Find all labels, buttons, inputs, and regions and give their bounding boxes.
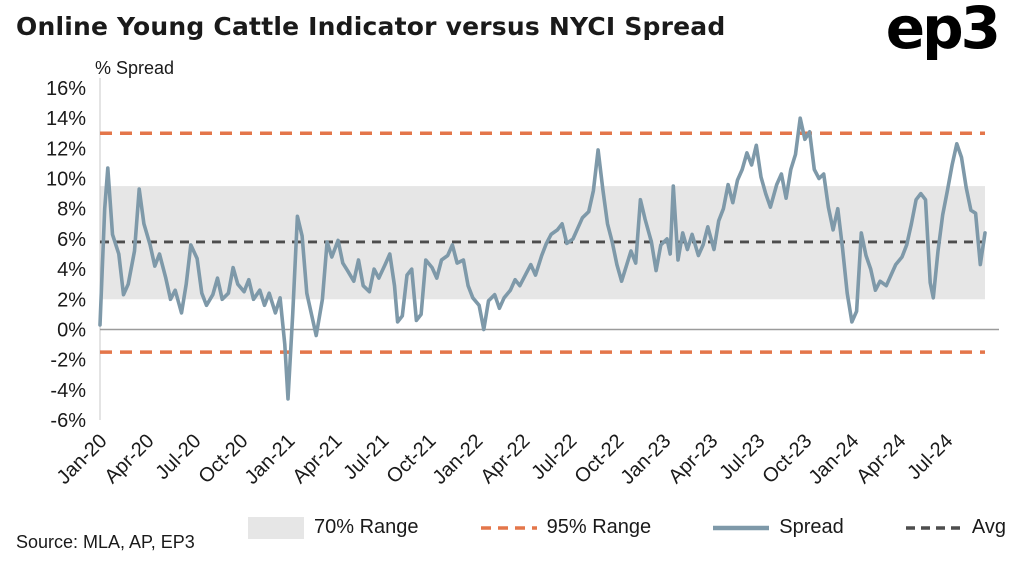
x-tick-label: Jan-24 [805, 430, 864, 489]
legend-label-avg: Avg [971, 516, 1006, 538]
95-range-swatch [480, 517, 537, 539]
legend-item-spread: Spread [713, 516, 844, 539]
x-tick-label: Oct-20 [195, 430, 253, 488]
y-tick-label: 16% [46, 78, 86, 100]
x-tick-label: Jan-23 [617, 430, 676, 489]
x-tick-label: Apr-20 [101, 430, 159, 488]
x-tick-label: Oct-22 [570, 430, 628, 488]
page-title: Online Young Cattle Indicator versus NYC… [16, 12, 726, 41]
legend-label-95-range: 95% Range [546, 516, 652, 538]
x-tick-label: Apr-21 [288, 430, 346, 488]
source-note: Source: MLA, AP, EP3 [16, 532, 195, 552]
x-tick-label: Jul-24 [903, 430, 957, 484]
spread-swatch [713, 517, 770, 539]
spread-line-chart: 16%14%12%10%8%6%4%2%0%-2%-4%-6%Jan-20Apr… [46, 78, 999, 489]
y-tick-label: 10% [46, 169, 86, 191]
x-tick-label: Oct-23 [758, 430, 816, 488]
ep3-logo: ep3 [885, 0, 1001, 62]
x-tick-label: Jan-21 [241, 430, 300, 489]
spread-line [98, 116, 987, 401]
x-tick-label: Jan-20 [53, 430, 112, 489]
y-tick-label: -6% [50, 410, 86, 432]
chart-legend: 70% Range 95% Range Spread Avg [248, 516, 1006, 539]
y-tick-label: -2% [50, 350, 86, 372]
y-tick-label: 14% [46, 108, 86, 130]
x-tick-label: Apr-24 [852, 430, 910, 488]
y-axis-title: % Spread [95, 58, 175, 78]
legend-item-95-range: 95% Range [480, 516, 652, 539]
y-tick-label: -4% [50, 380, 86, 402]
x-tick-label: Apr-23 [664, 430, 722, 488]
x-tick-label: Apr-22 [476, 430, 534, 488]
y-tick-label: 6% [57, 229, 86, 251]
legend-item-avg: Avg [905, 516, 1006, 539]
y-tick-label: 0% [57, 319, 86, 341]
y-tick-label: 4% [57, 259, 86, 281]
x-tick-label: Oct-21 [382, 430, 440, 488]
70-range-swatch [248, 516, 304, 539]
y-tick-label: 12% [46, 138, 86, 160]
y-tick-label: 8% [57, 199, 86, 221]
legend-item-70-range: 70% Range [248, 516, 419, 539]
legend-label-spread: Spread [779, 516, 844, 538]
legend-label-70-range: 70% Range [314, 516, 419, 538]
x-tick-label: Jan-22 [429, 430, 488, 489]
y-tick-label: 2% [57, 289, 86, 311]
avg-swatch [905, 517, 962, 539]
